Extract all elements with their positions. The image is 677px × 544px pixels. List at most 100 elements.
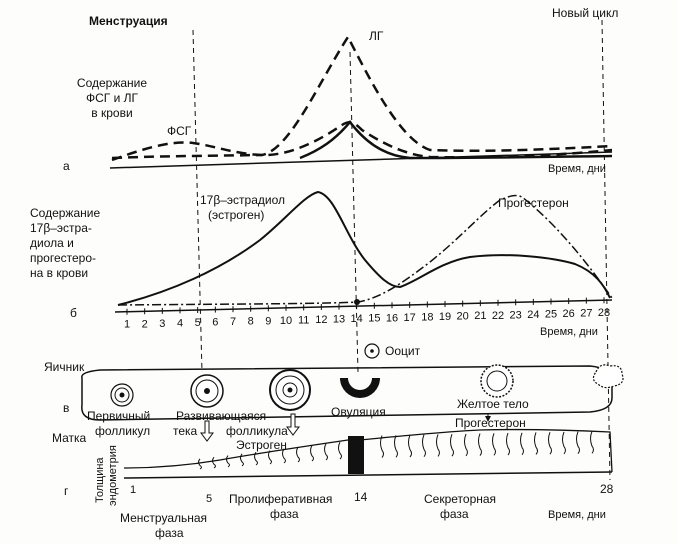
gland-mark <box>394 435 398 458</box>
gland-mark <box>548 432 552 455</box>
ruptured-follicle-icon <box>340 378 380 398</box>
day-tick-label: 4 <box>177 317 183 329</box>
mature-follicle-oocyte <box>287 387 293 393</box>
corpus-progesterone-label: Прогестерон <box>455 416 526 430</box>
gland-mark <box>450 433 454 457</box>
estradiol-label-line2: (эстроген) <box>208 208 264 222</box>
primary-follicle-label-line1: Первичный <box>87 409 150 423</box>
panel-b-time-label: Время, дни <box>540 326 598 338</box>
ovulation-point <box>354 299 360 305</box>
day-tick-label: 23 <box>510 309 522 321</box>
day-tick-label: 24 <box>527 309 539 321</box>
gland-mark <box>422 434 426 458</box>
day-tick-label: 13 <box>333 314 345 326</box>
oocyte-nucleus-icon <box>370 349 374 353</box>
day-tick-label: 26 <box>563 308 575 320</box>
panel-g-time-label: Время, дни <box>548 509 606 521</box>
day-tick-label: 18 <box>421 311 433 323</box>
gland-mark <box>534 432 538 455</box>
primary-follicle-label-line2: фолликул <box>95 424 150 438</box>
menstrual-phase-label-line1: Менструальная <box>120 511 207 525</box>
day-tick-label: 16 <box>386 312 398 324</box>
day-tick-label: 20 <box>457 311 469 323</box>
endometrium-shedding-block <box>348 436 364 474</box>
progesterone-curve <box>117 194 613 306</box>
gland-mark <box>212 456 216 469</box>
endometrium-tick-5: 5 <box>206 493 212 505</box>
gland-mark <box>296 446 300 463</box>
lh-curve <box>111 34 613 160</box>
estrogen-arrow-left-icon <box>200 420 214 442</box>
day-tick-label: 9 <box>265 315 271 327</box>
gland-mark <box>198 458 202 470</box>
endometrial-glands <box>198 431 594 470</box>
corpus-luteum-inner <box>486 370 508 392</box>
gland-mark <box>520 432 524 456</box>
gland-mark <box>408 434 412 458</box>
estradiol-label-line1: 17β–эстрадиол <box>200 193 285 207</box>
gland-mark <box>268 450 272 465</box>
day-tick-label: 22 <box>492 310 504 322</box>
estrogen-label: Эстроген <box>236 438 287 452</box>
proliferative-phase-label-line2: фаза <box>270 507 299 521</box>
gland-mark <box>590 431 594 454</box>
developing-follicle-inner <box>195 379 219 403</box>
endometrium-tick-1: 1 <box>130 484 136 496</box>
new-cycle-guide <box>601 19 611 481</box>
gland-mark <box>464 433 468 457</box>
developing-follicle-label-line1: Развивающаяся <box>176 409 266 423</box>
gland-mark <box>282 448 286 464</box>
fsh-lh-label-line3: в крови <box>91 106 132 120</box>
gland-mark <box>338 441 342 460</box>
steroid-label-line3: диола и <box>30 236 74 250</box>
mature-follicle-inner <box>275 375 305 405</box>
oocyte-icon <box>364 343 380 359</box>
menstruation-end-guide <box>192 29 203 373</box>
day-tick-label: 1 <box>124 319 130 331</box>
gland-mark <box>254 451 258 466</box>
gland-mark <box>310 445 314 462</box>
new-cycle-label: Новый цикл <box>552 6 618 20</box>
steroid-label-line2: 17β–эстра- <box>30 221 92 235</box>
oocyte-label: Ооцит <box>385 344 421 358</box>
day-tick-label: 21 <box>474 310 486 322</box>
gland-mark <box>506 432 510 456</box>
secretory-phase-label-line2: фаза <box>440 507 469 521</box>
day-tick-label: 6 <box>212 317 218 329</box>
proliferative-phase-label-line1: Пролиферативная <box>229 492 332 506</box>
day-tick-label: 7 <box>230 316 236 328</box>
panel-b-label: б <box>70 306 77 320</box>
ovulation-label: Овуляция <box>331 405 386 419</box>
day-tick-label: 27 <box>580 308 592 320</box>
panel-v-label: в <box>63 401 69 415</box>
menstrual-phase-label-line2: фаза <box>155 526 184 540</box>
panel-a-time-axis <box>109 151 613 169</box>
day-tick-label: 3 <box>159 318 165 330</box>
day-tick-label: 12 <box>315 314 327 326</box>
day-tick-label: 11 <box>298 314 309 326</box>
primary-follicle-inner <box>114 387 130 403</box>
developing-follicle-label-line3: фолликула <box>226 424 288 438</box>
endometrium-baseline <box>123 471 613 479</box>
primary-follicle-oocyte <box>119 392 125 398</box>
fsh-label: ФСГ <box>167 124 192 138</box>
estradiol-curve <box>117 190 611 306</box>
endometrium-label-line2: эндометрия <box>107 445 119 506</box>
secretory-phase-label-line1: Секреторная <box>424 492 496 506</box>
day-tick-label: 2 <box>142 318 148 330</box>
day-tick-label: 14 <box>351 313 363 325</box>
gland-mark <box>576 431 580 454</box>
steroid-label-line5: на в крови <box>30 266 88 280</box>
developing-follicle-oocyte <box>204 388 210 394</box>
day-tick-label: 17 <box>404 312 416 324</box>
day-tick-label: 28 <box>598 307 610 319</box>
day-tick-label: 15 <box>368 313 380 325</box>
gland-mark <box>380 435 384 458</box>
lh-label: ЛГ <box>369 29 384 43</box>
corpus-luteum-icon <box>480 364 514 398</box>
developing-follicle-label-line2: тека <box>173 424 198 438</box>
lh-solid-curve <box>299 119 613 160</box>
panel-a-time-label: Время, дни <box>548 163 606 175</box>
